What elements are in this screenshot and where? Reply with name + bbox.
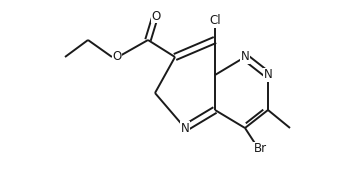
Text: N: N [264,69,272,82]
Text: O: O [152,9,161,22]
Text: N: N [181,122,189,135]
Text: N: N [241,51,249,64]
Text: Br: Br [253,143,267,156]
Text: Cl: Cl [209,14,221,27]
Text: O: O [112,51,122,64]
